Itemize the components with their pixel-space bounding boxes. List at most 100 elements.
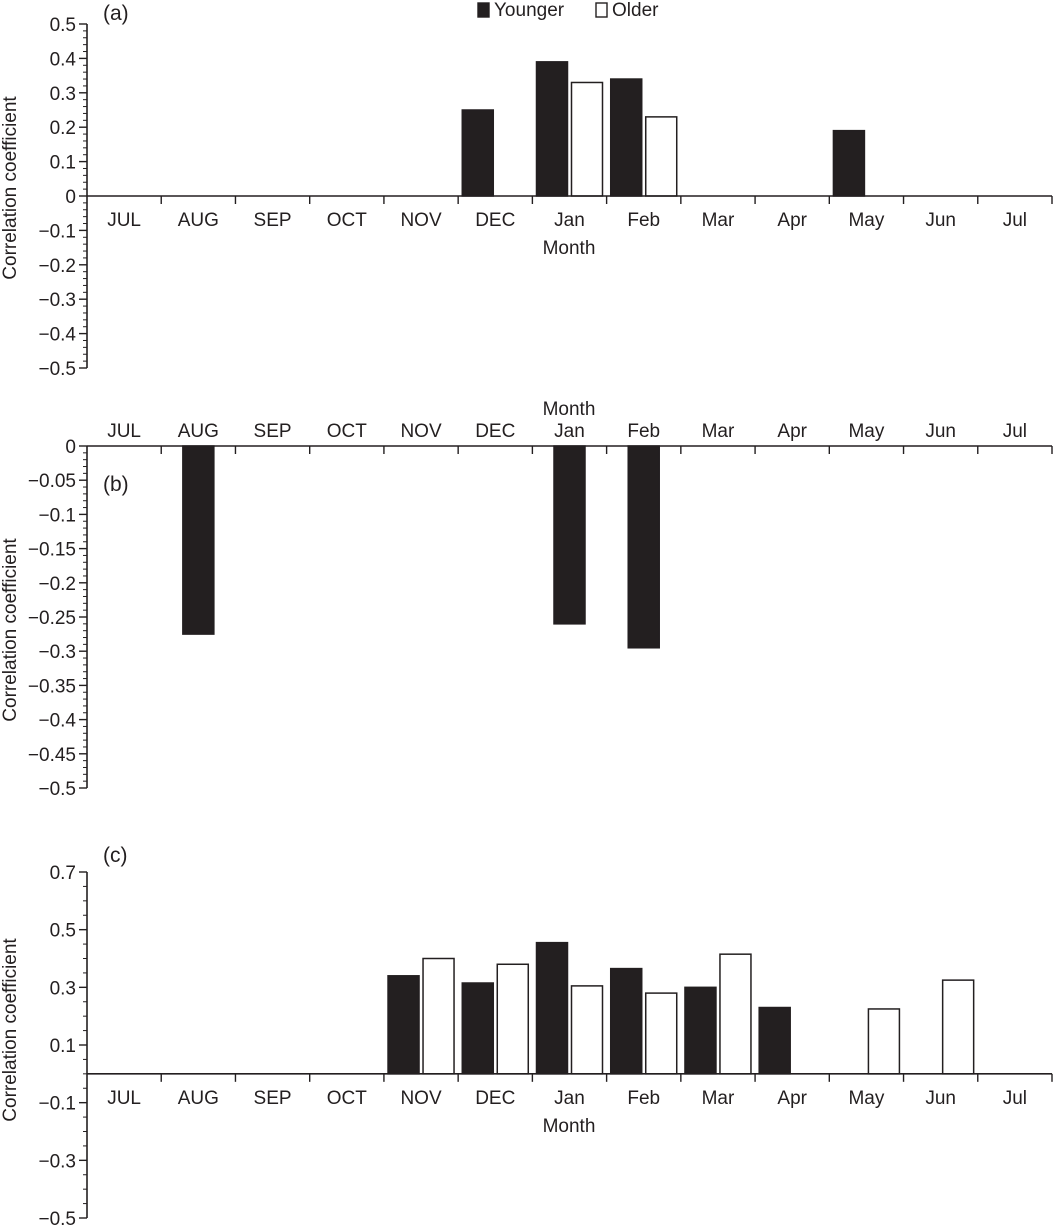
y-tick-label: −0.4 — [38, 325, 76, 346]
x-tick-label-jun: Jun — [925, 210, 956, 231]
x-tick-label-jun: Jun — [925, 1088, 956, 1109]
y-tick-label: −0.1 — [38, 1094, 76, 1115]
bar-older-feb — [644, 116, 678, 197]
x-tick-label-dec: DEC — [475, 421, 515, 442]
bar-younger-nov — [387, 975, 420, 1075]
x-tick-label-may: May — [848, 210, 884, 231]
y-tick-label: −0.2 — [38, 574, 76, 595]
y-tick-label: −0.5 — [38, 779, 76, 800]
x-tick-label-mar: Mar — [702, 210, 735, 231]
bar-younger-dec — [461, 109, 495, 197]
y-tick-label: −0.5 — [38, 359, 76, 380]
bar-younger-may — [832, 129, 866, 197]
bar-younger-mar — [684, 986, 717, 1075]
bar-younger-apr — [758, 1006, 791, 1075]
bar-older-feb — [644, 992, 678, 1075]
x-tick-label-jul: JUL — [107, 1088, 141, 1109]
y-tick-label: −0.3 — [38, 642, 76, 663]
x-tick-label-oct: OCT — [327, 210, 368, 231]
x-tick-label-sep: SEP — [254, 1088, 292, 1109]
x-tick-label-dec: DEC — [475, 210, 515, 231]
y-tick-label: 0.5 — [50, 921, 76, 942]
y-tick-label: 0.1 — [50, 1036, 76, 1057]
x-tick-label-aug: AUG — [178, 1088, 219, 1109]
x-tick-label-dec: DEC — [475, 1088, 515, 1109]
y-tick-label: 0.5 — [50, 15, 76, 36]
y-tick-label: 0.3 — [50, 84, 76, 105]
x-tick-label-nov: NOV — [400, 210, 442, 231]
x-tick-label-aug: AUG — [178, 421, 219, 442]
x-tick-label-may: May — [848, 421, 884, 442]
legend-swatch-older — [595, 2, 608, 18]
y-tick-label: 0.7 — [50, 863, 76, 884]
x-axis-title: Month — [543, 1116, 596, 1137]
y-tick-label: −0.5 — [38, 1209, 76, 1227]
panel-label: (a) — [103, 2, 129, 25]
y-tick-label: −0.1 — [38, 505, 76, 526]
bar-younger-feb — [627, 445, 660, 649]
bar-younger-jan — [535, 61, 569, 197]
x-tick-label-jan: Jan — [554, 421, 585, 442]
x-tick-label-may: May — [848, 1088, 884, 1109]
x-tick-label-sep: SEP — [254, 421, 292, 442]
y-axis-title: Correlation coefficient — [0, 538, 21, 722]
x-tick-label-oct: OCT — [327, 421, 368, 442]
x-tick-label-sep: SEP — [254, 210, 292, 231]
bar-younger-jan — [553, 445, 586, 625]
y-tick-label: −0.25 — [28, 608, 76, 629]
x-axis-title: Month — [543, 399, 596, 420]
x-tick-label-apr: Apr — [777, 421, 807, 442]
y-tick-label: −0.1 — [38, 221, 76, 242]
y-tick-label: 0 — [65, 187, 76, 208]
x-tick-label-jul: Jul — [1003, 1088, 1027, 1109]
bar-younger-dec — [461, 982, 495, 1075]
x-tick-label-nov: NOV — [400, 421, 442, 442]
x-tick-label-jan: Jan — [554, 1088, 585, 1109]
legend-label-older: Older — [612, 0, 659, 21]
y-axis-title: Correlation coefficient — [0, 938, 21, 1122]
x-tick-label-feb: Feb — [627, 1088, 660, 1109]
y-tick-label: −0.35 — [28, 676, 76, 697]
bar-older-dec — [496, 963, 530, 1075]
bar-younger-feb — [609, 78, 643, 197]
x-tick-label-jan: Jan — [554, 210, 585, 231]
bar-older-may — [867, 1008, 901, 1075]
y-axis-title: Correlation coefficient — [0, 96, 21, 280]
y-tick-label: −0.15 — [28, 540, 76, 561]
panel-label: (b) — [103, 473, 129, 496]
x-tick-label-jul: JUL — [107, 210, 141, 231]
panel-a: 0.5 0.4 0.3 0.2 0.1 0 −0.1 −0.2 −0.3 −0.4 −0.5 JUL A… — [0, 2, 1053, 380]
x-tick-label-mar: Mar — [702, 421, 735, 442]
bar-younger-aug — [182, 445, 215, 635]
y-tick-label: 0.4 — [50, 49, 77, 70]
y-tick-label: −0.05 — [28, 471, 76, 492]
y-tick-label: −0.4 — [38, 711, 76, 732]
y-tick-label: −0.45 — [28, 745, 76, 766]
y-tick-label: −0.3 — [38, 1151, 76, 1172]
bar-younger-jan — [535, 941, 569, 1075]
bar-older-jan — [570, 81, 604, 197]
x-tick-label-apr: Apr — [777, 1088, 807, 1109]
legend: Younger Older — [477, 0, 659, 21]
panel-c: 0.7 0.5 0.3 0.1 −0.1 −0.3 −0.5 JUL AUG SEP OCT NOV D… — [0, 844, 1053, 1227]
panel-b: 0 −0.05 −0.1 −0.15 −0.2 −0.25 −0.3 −0.35 −0.4 −0.… — [0, 399, 1053, 800]
x-tick-label-feb: Feb — [627, 421, 660, 442]
x-tick-label-feb: Feb — [627, 210, 660, 231]
x-tick-label-jul: JUL — [107, 421, 141, 442]
legend-swatch-younger — [477, 2, 490, 18]
x-axis-title: Month — [543, 238, 596, 259]
x-tick-label-nov: NOV — [400, 1088, 442, 1109]
y-tick-label: 0.2 — [50, 118, 76, 139]
y-tick-label: −0.3 — [38, 290, 76, 311]
bar-older-jan — [570, 985, 604, 1075]
x-tick-label-aug: AUG — [178, 210, 219, 231]
y-tick-label: 0.1 — [50, 153, 76, 174]
panel-label: (c) — [103, 844, 128, 867]
y-tick-label: 0.3 — [50, 978, 76, 999]
x-tick-label-mar: Mar — [702, 1088, 735, 1109]
x-tick-label-jul: Jul — [1003, 421, 1027, 442]
legend-label-younger: Younger — [494, 0, 565, 21]
x-tick-label-apr: Apr — [777, 210, 807, 231]
x-tick-label-jun: Jun — [925, 421, 956, 442]
